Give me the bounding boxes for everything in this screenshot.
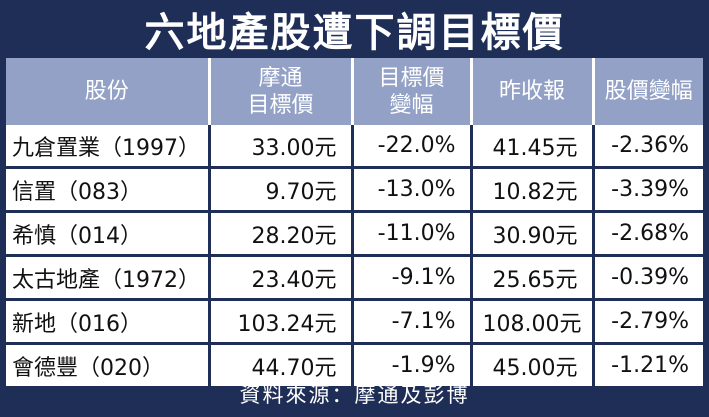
table-row: 新地（016） 103.24元 -7.1% 108.00元 -2.79%: [6, 299, 703, 345]
cell-price-change: -3.39%: [593, 167, 703, 213]
cell-stock: 九倉置業（1997）: [6, 125, 211, 169]
table-row: 希慎（014） 28.20元 -11.0% 30.90元 -2.68%: [6, 211, 703, 257]
header-row: 股份 摩通 目標價 目標價 變幅 昨收報 股價變幅: [6, 58, 703, 125]
cell-target: 23.40元: [209, 255, 354, 301]
cell-target: 103.24元: [209, 299, 354, 345]
cell-target: 44.70元: [209, 343, 354, 386]
table-row: 太古地產（1972） 23.40元 -9.1% 25.65元 -0.39%: [6, 255, 703, 301]
cell-stock: 新地（016）: [6, 299, 211, 345]
cell-price-change: -2.36%: [593, 125, 703, 169]
cell-target-change: -13.0%: [352, 167, 473, 213]
source-note: 資料來源：摩通及彭博: [239, 383, 470, 407]
cell-target-change: -1.9%: [352, 343, 473, 386]
header-target-change: 目標價 變幅: [352, 58, 473, 125]
cell-target-change: -11.0%: [352, 211, 473, 257]
header-target: 摩通 目標價: [209, 58, 354, 125]
header-stock: 股份: [6, 58, 211, 125]
cell-target-change: -7.1%: [352, 299, 473, 345]
table-row: 會德豐（020） 44.70元 -1.9% 45.00元 -1.21%: [6, 343, 703, 386]
cell-close: 41.45元: [471, 125, 595, 169]
cell-stock: 太古地產（1972）: [6, 255, 211, 301]
cell-target: 33.00元: [209, 125, 354, 169]
cell-stock: 會德豐（020）: [6, 343, 211, 386]
cell-price-change: -1.21%: [593, 343, 703, 386]
cell-price-change: -2.68%: [593, 211, 703, 257]
cell-price-change: -0.39%: [593, 255, 703, 301]
cell-close: 108.00元: [471, 299, 595, 345]
cell-close: 25.65元: [471, 255, 595, 301]
table-row: 九倉置業（1997） 33.00元 -22.0% 41.45元 -2.36%: [6, 125, 703, 169]
cell-stock: 希慎（014）: [6, 211, 211, 257]
cell-price-change: -2.79%: [593, 299, 703, 345]
cell-target: 9.70元: [209, 167, 354, 213]
cell-target-change: -9.1%: [352, 255, 473, 301]
data-table: 股份 摩通 目標價 目標價 變幅 昨收報 股價變幅 九倉置業（1997） 33.00元…: [6, 58, 703, 386]
table-title: 六地產股遭下調目標價: [144, 10, 565, 56]
cell-close: 10.82元: [471, 167, 595, 213]
table-row: 信置（083） 9.70元 -13.0% 10.82元 -3.39%: [6, 167, 703, 213]
cell-close: 30.90元: [471, 211, 595, 257]
cell-close: 45.00元: [471, 343, 595, 386]
cell-stock: 信置（083）: [6, 167, 211, 213]
header-price-change: 股價變幅: [593, 58, 703, 125]
cell-target-change: -22.0%: [352, 125, 473, 169]
cell-target: 28.20元: [209, 211, 354, 257]
header-close: 昨收報: [471, 58, 595, 125]
